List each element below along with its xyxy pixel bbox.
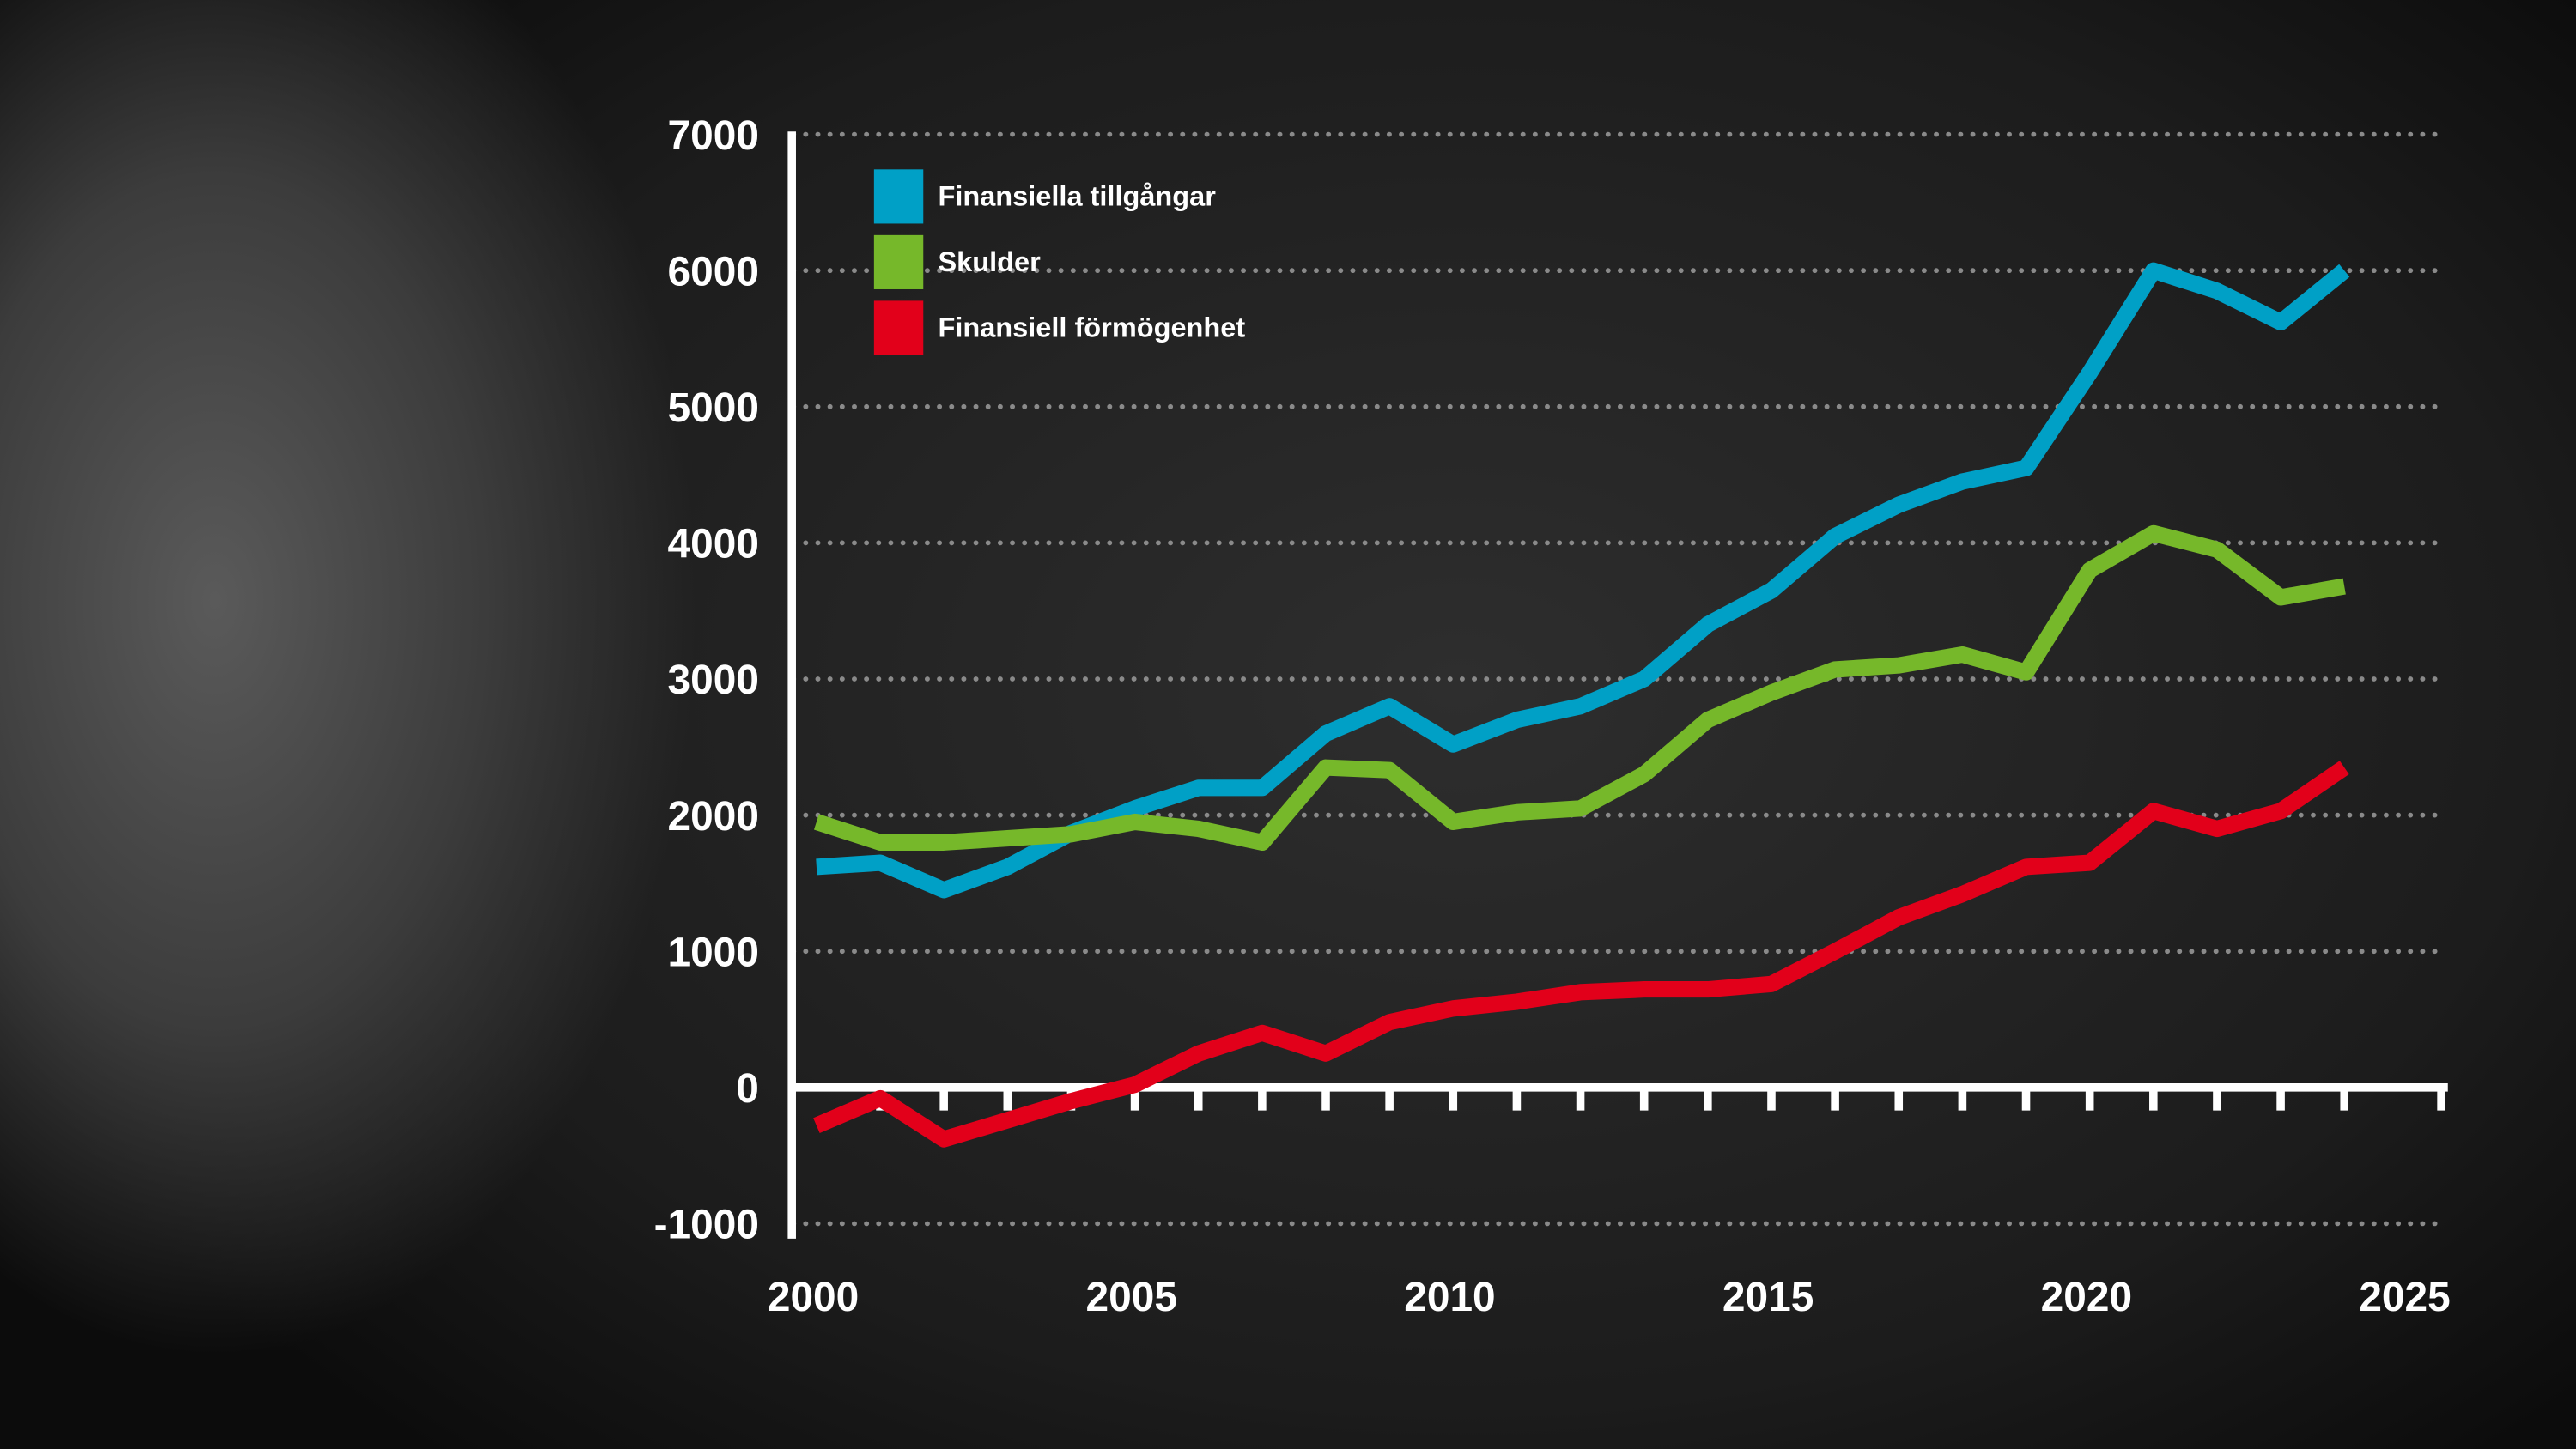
series-line (813, 761, 2349, 1148)
legend-label: Finansiella tillgångar (938, 180, 1216, 211)
series-lines (813, 262, 2350, 1148)
y-tick-label: 0 (736, 1066, 759, 1112)
y-tick-label: 6000 (668, 249, 759, 294)
legend-swatch (873, 234, 924, 289)
y-tick-label: -1000 (654, 1203, 759, 1248)
y-tick-label: 1000 (668, 930, 759, 975)
series-line (816, 262, 2350, 899)
x-tick-label: 2000 (768, 1275, 859, 1320)
y-tick-label: 5000 (668, 385, 759, 431)
y-tick-label: 7000 (668, 113, 759, 159)
x-tick-label: 2020 (2041, 1275, 2132, 1320)
y-tick-labels: -1000 0 1000 2000 3000 4000 5000 6000 7000 (654, 113, 759, 1248)
gridlines (791, 131, 2447, 1227)
x-tick-label: 2005 (1086, 1275, 1177, 1320)
legend-label: Skulder (938, 246, 1041, 277)
y-tick-label: 3000 (668, 658, 759, 703)
x-tick-label: 2025 (2359, 1275, 2450, 1320)
x-tick-labels: 2000 2005 2010 2015 2020 2025 (768, 1275, 2451, 1320)
series-line (813, 524, 2346, 851)
y-tick-label: 4000 (668, 522, 759, 567)
x-tick-label: 2010 (1404, 1275, 1495, 1320)
y-tick-label: 2000 (668, 794, 759, 840)
legend: Finansiella tillgångar Skulder Finansiell … (873, 169, 1245, 355)
legend-swatch (873, 169, 924, 224)
legend-label: Finansiell förmögenhet (938, 312, 1245, 343)
legend-swatch (873, 300, 924, 355)
x-tick-label: 2015 (1722, 1275, 1814, 1320)
